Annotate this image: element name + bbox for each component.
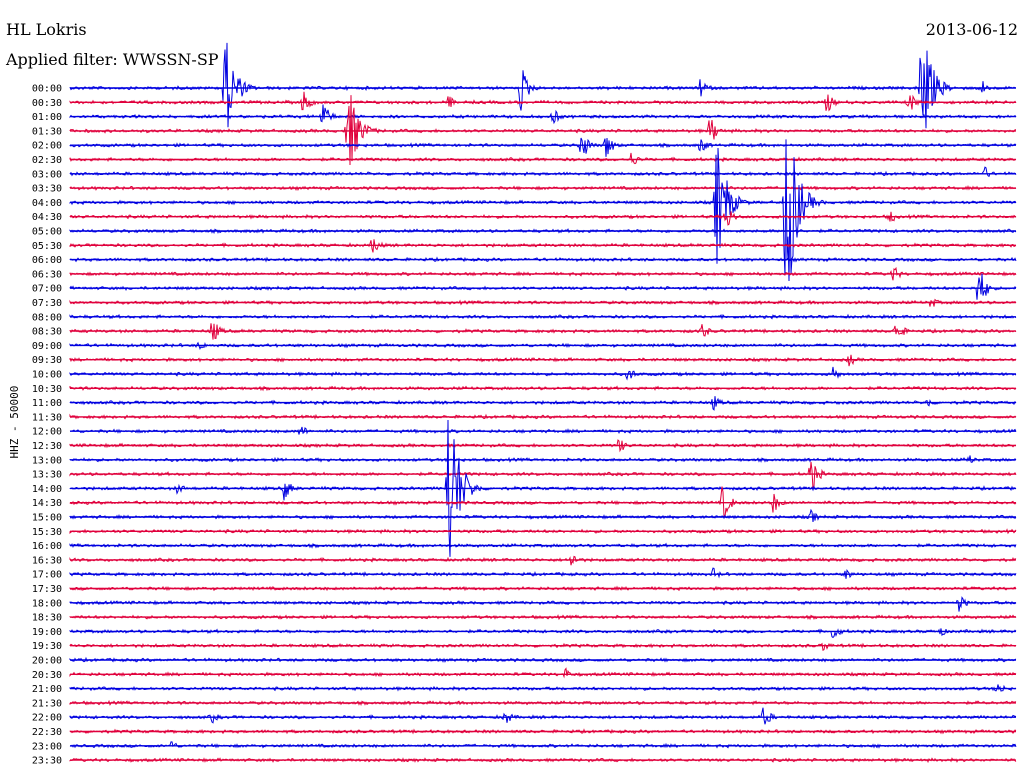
time-label-0130: 01:30 xyxy=(32,126,62,137)
time-label-0830: 08:30 xyxy=(32,327,62,338)
time-label-0600: 06:00 xyxy=(32,255,62,266)
time-label-1930: 19:30 xyxy=(32,641,62,652)
station-title: HL Lokris xyxy=(6,20,87,39)
time-label-1030: 10:30 xyxy=(32,384,62,395)
time-label-1730: 17:30 xyxy=(32,584,62,595)
time-label-0430: 04:30 xyxy=(32,212,62,223)
time-label-2300: 23:00 xyxy=(32,741,62,752)
time-label-0030: 00:30 xyxy=(32,98,62,109)
time-label-1900: 19:00 xyxy=(32,627,62,638)
time-label-2000: 20:00 xyxy=(32,656,62,667)
time-label-1630: 16:30 xyxy=(32,555,62,566)
time-label-0230: 02:30 xyxy=(32,155,62,166)
trace-1830 xyxy=(69,614,1017,621)
date-label: 2013-06-12 xyxy=(925,20,1018,39)
time-label-1530: 15:30 xyxy=(32,527,62,538)
time-label-0530: 05:30 xyxy=(32,241,62,252)
trace-0430 xyxy=(69,211,1017,226)
time-label-0900: 09:00 xyxy=(32,341,62,352)
time-label-1230: 12:30 xyxy=(32,441,62,452)
trace-1900 xyxy=(69,628,1017,639)
time-label-2230: 22:30 xyxy=(32,727,62,738)
time-label-0930: 09:30 xyxy=(32,355,62,366)
time-label-0630: 06:30 xyxy=(32,269,62,280)
time-label-1400: 14:00 xyxy=(32,484,62,495)
time-label-1300: 13:00 xyxy=(32,455,62,466)
time-label-2200: 22:00 xyxy=(32,713,62,724)
trace-1800 xyxy=(69,596,1017,612)
time-label-0200: 02:00 xyxy=(32,141,62,152)
time-label-1800: 18:00 xyxy=(32,598,62,609)
time-label-1100: 11:00 xyxy=(32,398,62,409)
time-label-0330: 03:30 xyxy=(32,184,62,195)
time-label-1200: 12:00 xyxy=(32,427,62,438)
time-label-2030: 20:30 xyxy=(32,670,62,681)
time-label-2330: 23:30 xyxy=(32,756,62,767)
time-label-0700: 07:00 xyxy=(32,284,62,295)
trace-0200 xyxy=(69,137,1017,157)
time-label-1430: 14:30 xyxy=(32,498,62,509)
time-label-0730: 07:30 xyxy=(32,298,62,309)
trace-2100 xyxy=(69,684,1017,692)
trace-1700 xyxy=(69,567,1017,579)
trace-1430 xyxy=(69,486,1017,518)
trace-1000 xyxy=(69,366,1017,381)
trace-0300 xyxy=(69,166,1017,178)
time-label-2130: 21:30 xyxy=(32,698,62,709)
time-label-1130: 11:30 xyxy=(32,412,62,423)
trace-0930 xyxy=(69,354,1017,367)
time-label-0100: 01:00 xyxy=(32,112,62,123)
trace-1300 xyxy=(69,455,1017,464)
trace-2200 xyxy=(69,707,1017,725)
time-label-0500: 05:00 xyxy=(32,227,62,238)
time-label-1700: 17:00 xyxy=(32,570,62,581)
trace-0030 xyxy=(69,91,1017,112)
trace-0100 xyxy=(69,104,1017,125)
trace-1500 xyxy=(69,508,1017,523)
time-label-1500: 15:00 xyxy=(32,513,62,524)
time-label-1000: 10:00 xyxy=(32,370,62,381)
time-label-2100: 21:00 xyxy=(32,684,62,695)
time-label-0000: 00:00 xyxy=(32,84,62,95)
time-label-0800: 08:00 xyxy=(32,312,62,323)
trace-0130 xyxy=(69,95,1016,166)
time-label-0300: 03:00 xyxy=(32,169,62,180)
filter-label: Applied filter: WWSSN-SP xyxy=(6,50,219,69)
time-label-0400: 04:00 xyxy=(32,198,62,209)
trace-0230 xyxy=(69,152,1017,165)
time-label-1600: 16:00 xyxy=(32,541,62,552)
trace-1930 xyxy=(69,642,1017,651)
time-label-1330: 13:30 xyxy=(32,470,62,481)
trace-1630 xyxy=(69,555,1017,566)
trace-2030 xyxy=(69,667,1017,679)
trace-0700 xyxy=(69,273,1017,300)
trace-1330 xyxy=(69,461,1017,490)
time-label-1830: 18:30 xyxy=(32,613,62,624)
trace-2300 xyxy=(69,741,1017,749)
